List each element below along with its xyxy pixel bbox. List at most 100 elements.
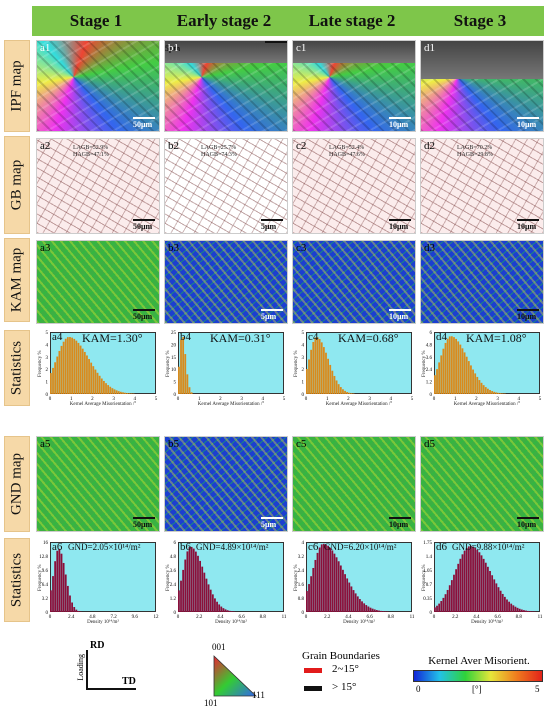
histogram-bar bbox=[329, 364, 332, 394]
histogram-bar bbox=[188, 547, 191, 612]
histogram-bar bbox=[339, 565, 342, 612]
histogram-bar bbox=[327, 358, 330, 394]
rd-td-axes: RD TD Loading bbox=[76, 640, 140, 695]
histogram-bar bbox=[318, 338, 321, 394]
histogram-bar bbox=[194, 551, 197, 612]
gnd-panel-c5: c5 10μm bbox=[292, 436, 416, 532]
histogram-bar bbox=[107, 385, 110, 394]
y-axis-label: Frequency % bbox=[422, 350, 427, 377]
y-axis-label: Frequency % bbox=[294, 564, 299, 591]
y-tick-label: 1.2 bbox=[170, 597, 177, 602]
histogram-bar bbox=[359, 599, 361, 612]
histogram-bar bbox=[501, 593, 504, 612]
histogram-bar bbox=[480, 555, 483, 612]
histogram-bar bbox=[226, 610, 229, 612]
histogram-bar bbox=[344, 574, 346, 612]
histogram-bar bbox=[119, 391, 122, 394]
histogram-bar bbox=[50, 373, 52, 394]
histogram-bar bbox=[380, 610, 383, 612]
histogram-bar bbox=[62, 562, 65, 612]
x-axis-label: Density 10¹⁴/m² bbox=[215, 620, 247, 625]
histogram-bar bbox=[325, 352, 327, 394]
x-tick-label: 11 bbox=[410, 615, 415, 620]
histogram-bar bbox=[190, 546, 193, 612]
histogram-bar bbox=[506, 599, 508, 612]
histogram-bar bbox=[450, 580, 453, 612]
histogram-bar bbox=[322, 543, 325, 612]
histogram-bar bbox=[312, 341, 315, 394]
histogram-bar bbox=[484, 562, 487, 612]
panel-label: b6 bbox=[180, 541, 191, 553]
histogram-bar bbox=[178, 366, 180, 394]
x-axis-label: Density 10¹⁴/m² bbox=[471, 620, 503, 625]
histogram-bar bbox=[214, 598, 216, 612]
histogram-bar bbox=[455, 569, 458, 612]
gnd-panel-b5: b5 5μm bbox=[164, 436, 288, 532]
x-tick-label: 3 bbox=[240, 397, 243, 402]
histogram-bar bbox=[66, 337, 69, 394]
row-label-statistics-kam: Statistics bbox=[4, 330, 30, 406]
histogram-bar bbox=[90, 362, 93, 394]
y-tick-label: 6.4 bbox=[42, 583, 49, 588]
x-tick-label: 1 bbox=[70, 397, 73, 402]
y-tick-label: 6 bbox=[174, 541, 177, 546]
y-axis-label: Frequency % bbox=[166, 564, 171, 591]
histogram-bar bbox=[60, 345, 63, 394]
histogram-bar bbox=[128, 393, 131, 394]
histogram-bar bbox=[325, 544, 327, 612]
histogram-bar bbox=[56, 550, 59, 612]
y-tick-label: 4 bbox=[302, 541, 305, 546]
histogram-bar bbox=[306, 591, 308, 612]
y-tick-label: 4 bbox=[46, 343, 49, 348]
kam-panel-a3: a3 50μm bbox=[36, 240, 160, 324]
y-tick-label: 3 bbox=[46, 356, 49, 361]
histogram-bar bbox=[495, 392, 498, 394]
gb-panel-d2: d2 LAGB=70.2% HAGB=29.8% 10μm bbox=[420, 138, 544, 234]
y-tick-label: 0 bbox=[46, 611, 49, 616]
histogram-bar bbox=[54, 362, 57, 394]
histogram-bar bbox=[350, 586, 353, 612]
y-tick-label: 1.05 bbox=[423, 569, 432, 574]
kam-colorbar bbox=[413, 670, 543, 682]
histogram-bar bbox=[184, 559, 187, 612]
x-tick-label: 3 bbox=[496, 397, 499, 402]
histogram-bar bbox=[228, 610, 231, 612]
histogram-bar bbox=[126, 393, 129, 394]
histogram-bar bbox=[335, 380, 338, 394]
histogram-bar bbox=[222, 608, 225, 612]
ipf-panel-d1: d1 10μm bbox=[420, 40, 544, 132]
y-axis-label: Frequency % bbox=[166, 350, 171, 377]
histogram-bar bbox=[333, 553, 336, 612]
histogram-bar bbox=[512, 605, 515, 612]
y-tick-label: 0 bbox=[174, 393, 177, 398]
y-tick-label: 1 bbox=[302, 381, 305, 386]
gnd-histogram-d6: 0 2.2 4.4 6.6 8.8 11 0 0.35 0.7 1.05 1.4 1.75 d6 GND=… bbox=[420, 538, 544, 630]
histogram-bar bbox=[455, 338, 458, 394]
histogram-bar bbox=[207, 584, 210, 612]
histogram-bar bbox=[516, 607, 519, 612]
y-tick-label: 5 bbox=[302, 331, 305, 336]
histogram-bar bbox=[69, 337, 71, 394]
histogram-bar bbox=[113, 389, 116, 394]
panel-label: a4 bbox=[52, 331, 63, 343]
histogram-bar bbox=[446, 338, 449, 394]
x-tick-label: 11 bbox=[282, 615, 287, 620]
y-tick-label: 0.35 bbox=[423, 597, 432, 602]
histogram-bar bbox=[489, 571, 491, 612]
histogram-bar bbox=[346, 578, 349, 612]
histogram-title: KAM=0.31° bbox=[210, 331, 271, 345]
gb-panel-c2: c2 LAGB=52.4% HAGB=47.6% 10μm bbox=[292, 138, 416, 234]
histogram-bar bbox=[484, 387, 487, 394]
histogram-title: KAM=1.08° bbox=[466, 331, 527, 345]
y-tick-label: 2.4 bbox=[426, 368, 433, 373]
kam-histogram-d4: 0 1 2 3 4 5 0 1.2 2.4 3.6 4.8 6 d4 KAM=1.08° Kernel Av… bbox=[420, 328, 544, 412]
x-tick-label: 4.4 bbox=[345, 615, 352, 620]
histogram-bar bbox=[220, 606, 223, 612]
x-tick-label: 2 bbox=[91, 397, 94, 402]
x-tick-label: 11 bbox=[538, 615, 543, 620]
panel-label: d6 bbox=[436, 541, 447, 553]
x-tick-label: 5 bbox=[283, 397, 286, 402]
histogram-bar bbox=[178, 590, 180, 612]
histogram-bar bbox=[197, 555, 199, 612]
histogram-bar bbox=[342, 389, 344, 394]
